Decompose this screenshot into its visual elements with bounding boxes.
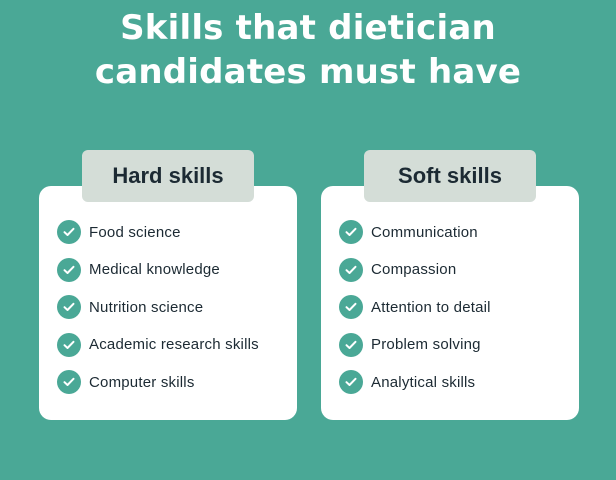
skill-label: Food science xyxy=(89,223,181,241)
check-circle-icon xyxy=(57,370,81,394)
skill-label: Academic research skills xyxy=(89,336,259,353)
skill-label: Attention to detail xyxy=(371,298,491,316)
list-item: Attention to detail xyxy=(339,295,491,319)
list-item: Communication xyxy=(339,220,491,244)
skill-label: Computer skills xyxy=(89,373,195,391)
list-item: Medical knowledge xyxy=(57,257,259,282)
skill-label: Communication xyxy=(371,223,478,241)
title-line-1: Skills that dietician xyxy=(120,8,496,48)
soft-skills-heading: Soft skills xyxy=(364,150,536,202)
check-circle-icon xyxy=(339,332,363,357)
list-item: Compassion xyxy=(339,257,491,282)
skill-label: Analytical skills xyxy=(371,373,476,391)
skill-label: Problem solving xyxy=(371,336,481,353)
skill-label: Medical knowledge xyxy=(89,261,220,278)
check-circle-icon xyxy=(339,257,363,282)
list-item: Food science xyxy=(57,220,259,244)
hard-skills-card: Food science Medical knowledge Nutrition… xyxy=(39,186,297,420)
check-circle-icon xyxy=(339,370,363,394)
check-circle-icon xyxy=(339,295,363,319)
check-circle-icon xyxy=(339,220,363,244)
soft-skills-card: Communication Compassion Attention to de… xyxy=(321,186,579,420)
page-title: Skills that dietician candidates must ha… xyxy=(0,6,616,94)
skill-label: Nutrition science xyxy=(89,298,204,316)
list-item: Nutrition science xyxy=(57,295,259,319)
list-item: Computer skills xyxy=(57,370,259,394)
hard-skills-list: Food science Medical knowledge Nutrition… xyxy=(57,220,259,408)
check-circle-icon xyxy=(57,295,81,319)
check-circle-icon xyxy=(57,257,81,282)
title-line-2: candidates must have xyxy=(94,52,522,92)
list-item: Analytical skills xyxy=(339,370,491,394)
skill-label: Compassion xyxy=(371,261,457,278)
hard-skills-heading: Hard skills xyxy=(82,150,254,202)
check-circle-icon xyxy=(57,220,81,244)
list-item: Problem solving xyxy=(339,332,491,357)
check-circle-icon xyxy=(57,332,81,357)
soft-skills-list: Communication Compassion Attention to de… xyxy=(339,220,491,408)
list-item: Academic research skills xyxy=(57,332,259,357)
